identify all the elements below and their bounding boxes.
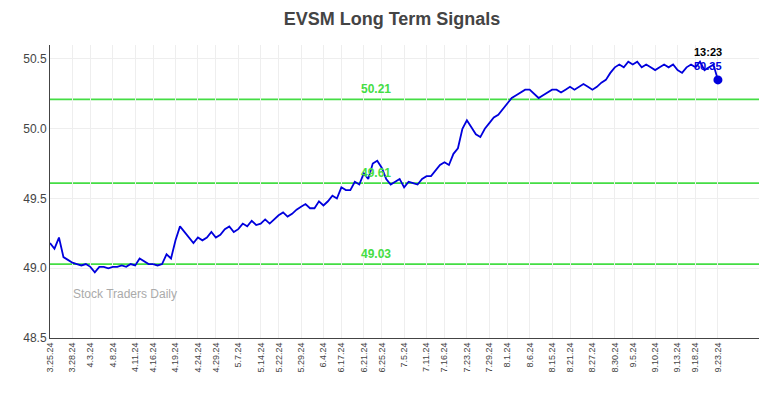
svg-text:8.6.24: 8.6.24 bbox=[525, 343, 535, 368]
svg-text:5.22.24: 5.22.24 bbox=[274, 343, 284, 373]
svg-text:7.11.24: 7.11.24 bbox=[421, 343, 431, 372]
svg-text:8.21.24: 8.21.24 bbox=[565, 343, 575, 373]
svg-text:7.16.24: 7.16.24 bbox=[439, 343, 449, 373]
svg-text:7.5.24: 7.5.24 bbox=[399, 343, 409, 368]
svg-text:49.61: 49.61 bbox=[361, 166, 391, 180]
svg-text:9.10.24: 9.10.24 bbox=[650, 343, 660, 373]
svg-text:8.27.24: 8.27.24 bbox=[587, 343, 597, 373]
svg-text:49.03: 49.03 bbox=[361, 247, 391, 261]
svg-text:49.5: 49.5 bbox=[23, 192, 47, 206]
svg-text:50.35: 50.35 bbox=[694, 60, 722, 72]
svg-text:4.16.24: 4.16.24 bbox=[148, 343, 158, 373]
svg-text:50.5: 50.5 bbox=[23, 52, 47, 66]
svg-text:9.5.24: 9.5.24 bbox=[628, 343, 638, 368]
svg-text:4.11.24: 4.11.24 bbox=[130, 343, 140, 372]
svg-text:6.4.24: 6.4.24 bbox=[318, 343, 328, 368]
svg-text:4.8.24: 4.8.24 bbox=[108, 343, 118, 368]
svg-text:7.29.24: 7.29.24 bbox=[484, 343, 494, 373]
svg-text:5.29.24: 5.29.24 bbox=[296, 343, 306, 373]
svg-text:4.29.24: 4.29.24 bbox=[211, 343, 221, 373]
svg-text:3.28.24: 3.28.24 bbox=[67, 343, 77, 373]
svg-text:Stock Traders Daily: Stock Traders Daily bbox=[73, 287, 177, 301]
svg-text:6.25.24: 6.25.24 bbox=[377, 343, 387, 373]
svg-text:9.18.24: 9.18.24 bbox=[690, 343, 700, 373]
svg-text:50.0: 50.0 bbox=[23, 122, 47, 136]
svg-text:5.14.24: 5.14.24 bbox=[256, 343, 266, 373]
svg-text:4.3.24: 4.3.24 bbox=[85, 343, 95, 368]
svg-text:13:23: 13:23 bbox=[694, 46, 722, 58]
svg-text:49.0: 49.0 bbox=[23, 261, 47, 275]
svg-text:9.13.24: 9.13.24 bbox=[673, 343, 683, 373]
svg-text:6.17.24: 6.17.24 bbox=[336, 343, 346, 373]
svg-text:7.23.24: 7.23.24 bbox=[462, 343, 472, 373]
svg-text:50.21: 50.21 bbox=[361, 82, 391, 96]
svg-text:9.23.24: 9.23.24 bbox=[713, 343, 723, 373]
svg-text:EVSM Long Term Signals: EVSM Long Term Signals bbox=[284, 9, 501, 29]
svg-text:8.1.24: 8.1.24 bbox=[502, 343, 512, 368]
svg-text:6.21.24: 6.21.24 bbox=[359, 343, 369, 373]
svg-text:4.24.24: 4.24.24 bbox=[193, 343, 203, 373]
svg-text:4.19.24: 4.19.24 bbox=[170, 343, 180, 373]
svg-text:8.30.24: 8.30.24 bbox=[610, 343, 620, 373]
svg-text:5.7.24: 5.7.24 bbox=[233, 343, 243, 368]
svg-text:3.25.24: 3.25.24 bbox=[45, 343, 55, 373]
svg-text:8.15.24: 8.15.24 bbox=[547, 343, 557, 373]
svg-text:48.5: 48.5 bbox=[23, 331, 47, 345]
